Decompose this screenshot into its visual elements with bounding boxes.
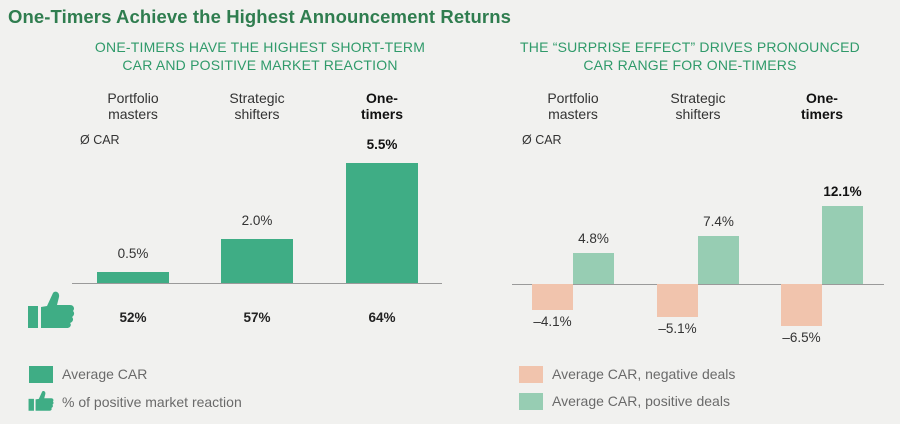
left-category-2: One-timers bbox=[327, 90, 437, 122]
left-subtitle-line-1: ONE-TIMERS HAVE THE HIGHEST SHORT-TERM bbox=[94, 39, 426, 55]
legend-swatch-negative bbox=[519, 366, 543, 383]
right-neg-label-1: –5.1% bbox=[658, 320, 697, 336]
right-y-label: Ø CAR bbox=[522, 133, 562, 147]
right-pos-label-2: 12.1% bbox=[823, 184, 862, 199]
right-subtitle-line-1: THE “SURPRISE EFFECT” DRIVES PRONOUNCED bbox=[520, 39, 860, 55]
right-category-2: One-timers bbox=[767, 90, 877, 122]
right-category-0-line-0: Portfolio bbox=[547, 90, 599, 106]
legend-label-negative: Average CAR, negative deals bbox=[552, 366, 736, 382]
left-x-axis bbox=[72, 283, 442, 284]
legend-label-average-car: Average CAR bbox=[62, 366, 148, 382]
right-pos-bar-0 bbox=[573, 253, 614, 284]
left-bar-1 bbox=[221, 239, 293, 283]
right-neg-bar-1 bbox=[657, 284, 698, 317]
right-neg-label-0: –4.1% bbox=[533, 314, 572, 330]
right-x-axis bbox=[512, 284, 884, 285]
left-positive-pct-1: 57% bbox=[243, 310, 271, 325]
left-positive-pct-0: 52% bbox=[119, 310, 147, 325]
left-category-2-line-1: timers bbox=[360, 106, 404, 122]
left-category-0: Portfolio masters bbox=[78, 90, 188, 122]
right-category-1-line-1: shifters bbox=[675, 106, 721, 122]
left-category-2-line-0: One- bbox=[366, 90, 398, 106]
left-subtitle-line-2: CAR AND POSITIVE MARKET REACTION bbox=[122, 57, 398, 73]
left-subtitle: ONE-TIMERS HAVE THE HIGHEST SHORT-TERM C… bbox=[60, 38, 460, 74]
legend-label-positive-reaction: % of positive market reaction bbox=[62, 394, 242, 410]
right-pos-bar-1 bbox=[698, 236, 739, 284]
left-y-label: Ø CAR bbox=[80, 133, 120, 147]
left-bar-0 bbox=[97, 272, 169, 283]
right-neg-bar-2 bbox=[781, 284, 822, 326]
right-neg-label-2: –6.5% bbox=[782, 329, 821, 345]
right-category-2-line-0: One- bbox=[806, 90, 838, 106]
right-pos-label-1: 7.4% bbox=[703, 214, 734, 230]
right-category-2-line-1: timers bbox=[800, 106, 844, 122]
right-category-0-line-1: masters bbox=[548, 106, 598, 122]
legend-swatch-average-car bbox=[29, 366, 53, 383]
left-value-label-0: 0.5% bbox=[117, 246, 149, 262]
right-subtitle: THE “SURPRISE EFFECT” DRIVES PRONOUNCED … bbox=[490, 38, 890, 74]
left-value-label-2: 5.5% bbox=[366, 137, 398, 152]
left-category-0-line-1: masters bbox=[108, 106, 158, 122]
right-category-1: Strategic shifters bbox=[643, 90, 753, 122]
left-category-1-line-0: Strategic bbox=[229, 90, 285, 106]
left-bar-2 bbox=[346, 163, 418, 283]
chart-title: One-Timers Achieve the Highest Announcem… bbox=[8, 6, 511, 27]
thumbs-up-icon bbox=[28, 291, 75, 328]
left-category-1: Strategic shifters bbox=[202, 90, 312, 122]
right-category-0: Portfolio masters bbox=[518, 90, 628, 122]
left-value-label-1: 2.0% bbox=[241, 213, 273, 229]
legend-swatch-positive bbox=[519, 393, 543, 410]
right-pos-bar-2 bbox=[822, 206, 863, 284]
right-subtitle-line-2: CAR RANGE FOR ONE-TIMERS bbox=[583, 57, 797, 73]
left-category-0-line-0: Portfolio bbox=[107, 90, 159, 106]
legend-thumbs-up-icon bbox=[28, 391, 54, 411]
legend-label-positive: Average CAR, positive deals bbox=[552, 393, 730, 409]
right-pos-label-0: 4.8% bbox=[578, 231, 609, 247]
right-neg-bar-0 bbox=[532, 284, 573, 311]
right-category-1-line-0: Strategic bbox=[670, 90, 726, 106]
left-category-1-line-1: shifters bbox=[234, 106, 280, 122]
left-positive-pct-2: 64% bbox=[368, 310, 396, 325]
